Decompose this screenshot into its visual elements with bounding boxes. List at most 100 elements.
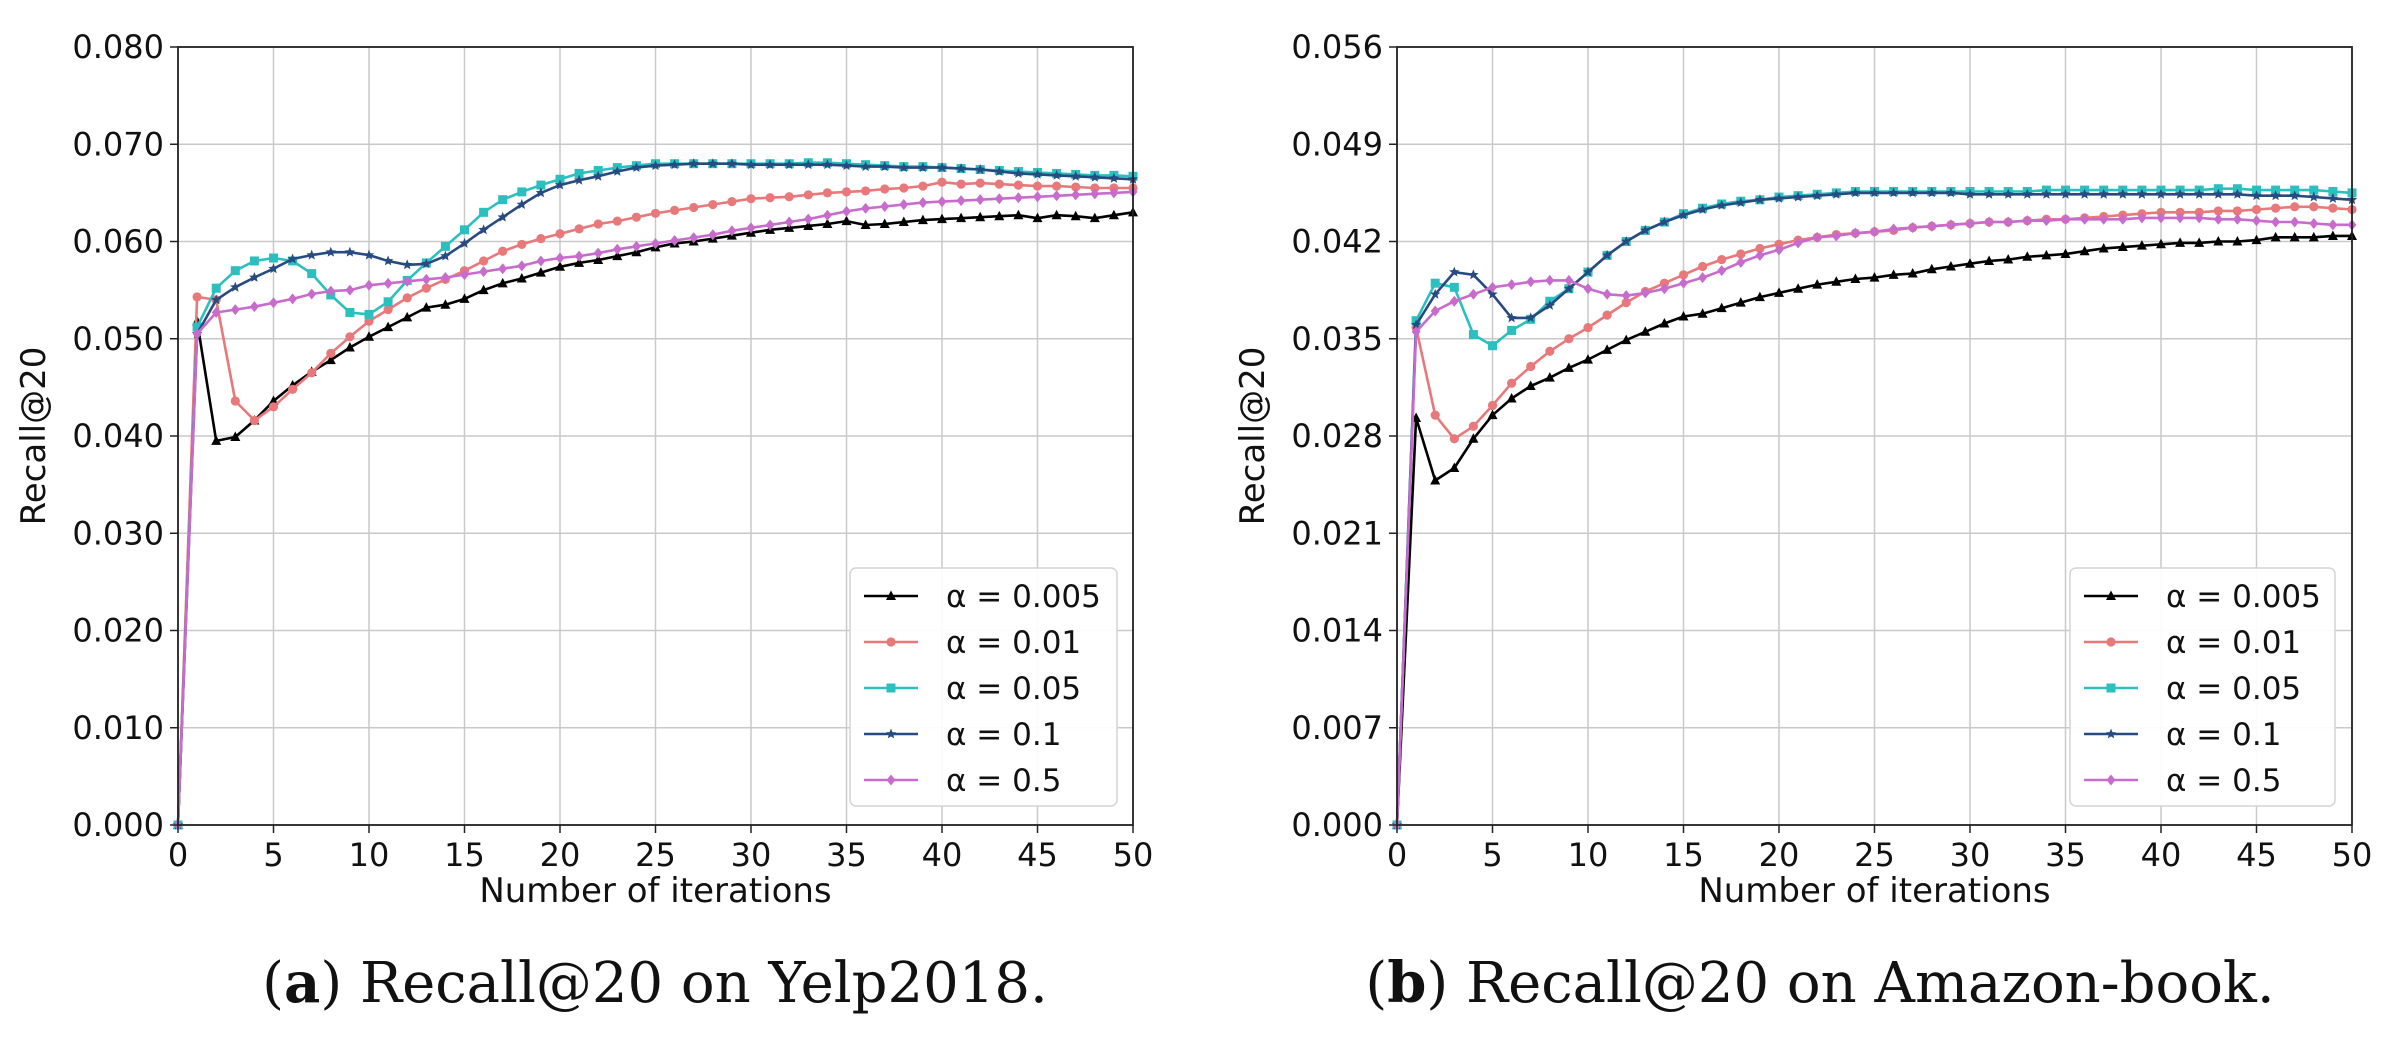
data-point xyxy=(249,272,260,282)
data-point xyxy=(2271,203,2281,213)
data-point xyxy=(2213,184,2223,194)
data-point xyxy=(1736,249,1746,259)
data-point xyxy=(2080,213,2090,225)
data-point xyxy=(536,233,546,244)
data-point xyxy=(1052,181,1062,191)
data-point xyxy=(1812,190,1823,201)
data-point xyxy=(917,214,928,225)
data-point xyxy=(2137,212,2147,224)
data-point xyxy=(536,180,546,190)
series-4 xyxy=(173,186,1138,831)
x-tick-label: 15 xyxy=(444,836,485,874)
data-point xyxy=(975,164,986,174)
data-point xyxy=(402,311,413,322)
data-point xyxy=(918,197,928,209)
data-point xyxy=(460,225,469,235)
data-point xyxy=(383,297,393,307)
legend-label: α = 0.05 xyxy=(946,671,1081,707)
data-point xyxy=(307,269,317,279)
data-point xyxy=(2136,188,2148,199)
data-point xyxy=(498,246,508,256)
data-point xyxy=(574,168,584,178)
series-3 xyxy=(1391,187,2358,830)
data-point xyxy=(917,162,929,172)
data-point xyxy=(822,188,833,198)
data-point xyxy=(2003,188,2014,199)
data-point xyxy=(1926,187,1937,198)
data-point xyxy=(707,158,718,169)
data-point xyxy=(670,205,680,215)
data-point xyxy=(2271,185,2281,195)
data-point xyxy=(459,293,470,303)
data-point xyxy=(803,159,814,170)
data-point xyxy=(555,252,565,264)
data-point xyxy=(1090,188,1100,200)
data-point xyxy=(268,395,279,405)
data-point xyxy=(727,225,737,237)
data-point xyxy=(1792,191,1804,202)
data-point xyxy=(554,179,566,190)
x-tick-label: 0 xyxy=(1387,836,1407,874)
legend: α = 0.005 α = 0.01 α = 0.05 α = 0.1 α = 0.5 xyxy=(2069,567,2336,807)
data-point xyxy=(2232,236,2243,246)
y-axis-label: Recall@20 xyxy=(14,347,54,526)
data-point xyxy=(937,177,947,187)
data-point xyxy=(1888,187,1899,198)
x-tick-label: 15 xyxy=(1663,836,1704,874)
data-point xyxy=(2328,186,2338,196)
x-tick-label: 20 xyxy=(540,836,581,874)
data-point xyxy=(2213,236,2224,246)
legend-box xyxy=(849,567,1118,807)
data-point xyxy=(1507,378,1517,388)
data-point xyxy=(192,328,202,340)
data-point xyxy=(1013,180,1024,190)
data-point xyxy=(994,179,1004,189)
data-point xyxy=(2270,190,2281,201)
data-point xyxy=(898,162,909,172)
data-point xyxy=(1430,305,1440,317)
data-point xyxy=(2290,202,2300,212)
data-point xyxy=(1698,272,1708,284)
data-point xyxy=(1032,181,1043,191)
legend-item: α = 0.01 xyxy=(864,625,1081,661)
data-point xyxy=(1831,188,1842,199)
data-point xyxy=(1945,261,1956,271)
data-point xyxy=(708,199,718,210)
x-axis-label: Number of iterations xyxy=(479,871,831,911)
y-tick-label: 0.040 xyxy=(72,417,164,455)
data-point xyxy=(574,224,584,234)
data-point xyxy=(1544,299,1555,310)
legend-marker xyxy=(2106,774,2116,786)
data-point xyxy=(650,208,661,218)
data-point xyxy=(689,202,699,213)
data-point xyxy=(1602,288,1612,300)
legend: α = 0.005 α = 0.01 α = 0.05 α = 0.1 α = 0.5 xyxy=(849,567,1118,807)
data-point xyxy=(2290,185,2300,195)
x-tick-label: 5 xyxy=(1482,836,1502,874)
data-point xyxy=(861,202,871,214)
data-point xyxy=(402,275,412,287)
data-point xyxy=(937,213,947,224)
data-point xyxy=(841,160,852,171)
data-point xyxy=(1888,269,1899,279)
data-point xyxy=(784,216,794,228)
data-point xyxy=(2117,241,2128,252)
data-point xyxy=(593,166,603,176)
data-point xyxy=(898,216,909,227)
data-point xyxy=(478,284,489,295)
data-point xyxy=(1716,302,1727,313)
legend-label: α = 0.1 xyxy=(946,717,1061,753)
data-point xyxy=(1488,281,1497,293)
series-3 xyxy=(172,158,1139,830)
data-point xyxy=(268,263,279,274)
data-point xyxy=(192,322,202,332)
data-point xyxy=(1583,354,1593,364)
legend-item: α = 0.5 xyxy=(864,763,1061,799)
x-tick-label: 0 xyxy=(168,836,188,874)
data-point xyxy=(936,162,948,172)
data-point xyxy=(2232,184,2242,194)
series-4 xyxy=(1392,212,2357,831)
data-point xyxy=(1946,219,1956,231)
data-point xyxy=(670,235,680,247)
x-tick-label: 20 xyxy=(1759,836,1800,874)
